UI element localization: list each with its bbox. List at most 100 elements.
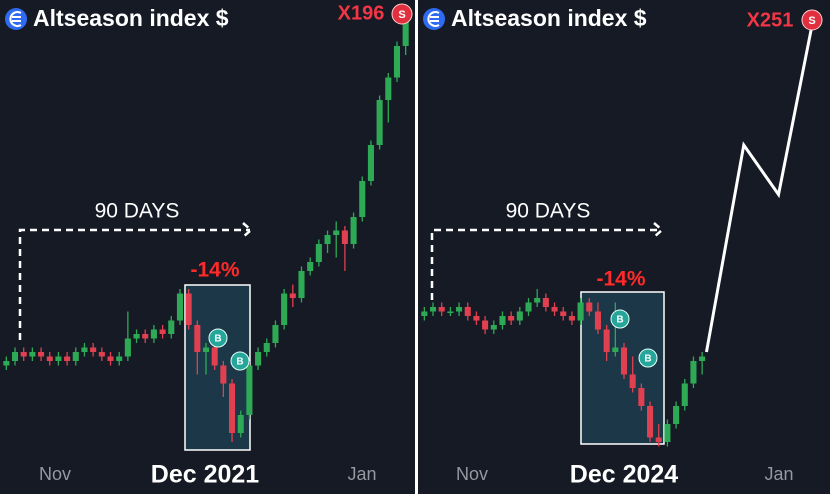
candle-body xyxy=(107,356,114,361)
candle-body xyxy=(508,316,515,321)
candle-body xyxy=(673,406,680,424)
candle-body xyxy=(629,374,636,388)
candle-body xyxy=(516,311,523,321)
candle-body xyxy=(341,230,348,244)
candle-body xyxy=(359,181,366,217)
candle-body xyxy=(577,302,584,321)
buy-label: B xyxy=(214,334,221,345)
candle-body xyxy=(438,307,445,312)
candle-body xyxy=(220,365,227,384)
candle-body xyxy=(72,352,79,361)
title-icon-glyph xyxy=(427,11,440,27)
candle-body xyxy=(98,352,105,357)
buy-label: B xyxy=(616,315,623,326)
x-tick-label: Jan xyxy=(347,464,376,484)
candle-body xyxy=(116,356,123,361)
x-tick-label: Nov xyxy=(39,464,71,484)
candle-body xyxy=(307,262,314,271)
candle-body xyxy=(255,352,262,366)
candle-body xyxy=(3,361,10,366)
candle-body xyxy=(385,77,392,100)
candle-body xyxy=(490,325,497,330)
candle-body xyxy=(350,217,357,244)
candle-body xyxy=(211,347,218,366)
candle-body xyxy=(185,293,192,325)
candle-body xyxy=(681,383,688,406)
title-icon-glyph xyxy=(9,11,22,27)
candle-body xyxy=(612,347,619,352)
candle-body xyxy=(690,361,697,384)
title-icon xyxy=(5,8,27,30)
candle-body xyxy=(482,320,489,330)
buy-marker xyxy=(610,309,630,329)
candle-body xyxy=(272,325,279,343)
candle-body xyxy=(525,302,532,312)
candle-body xyxy=(263,343,270,352)
candle-body xyxy=(473,316,480,321)
range-arrow xyxy=(18,222,253,340)
candle-body xyxy=(142,334,149,339)
x-tick-label: Dec 2024 xyxy=(570,461,679,489)
candle-body xyxy=(324,235,331,244)
buy-marker xyxy=(208,328,228,348)
sell-label: S xyxy=(808,15,815,27)
candle-body xyxy=(594,311,601,330)
candle-body xyxy=(603,329,610,352)
candle-body xyxy=(655,437,662,442)
x-tick-label: Dec 2021 xyxy=(151,461,260,489)
candle-body xyxy=(90,347,97,352)
candle-body xyxy=(81,347,88,352)
sell-label: S xyxy=(398,9,405,21)
candle-body xyxy=(393,46,401,78)
gain-label: X251 xyxy=(747,9,794,31)
candle-body xyxy=(246,365,253,415)
buy-label: B xyxy=(236,357,243,368)
chart-title: Altseason index $ xyxy=(451,5,647,31)
candle-body xyxy=(176,293,183,321)
sell-marker xyxy=(801,9,823,31)
candle-body xyxy=(124,338,131,357)
gain-label: X196 xyxy=(338,2,385,24)
candle-body xyxy=(464,307,471,316)
candle-body xyxy=(237,415,244,433)
candle-body xyxy=(133,334,140,339)
candle-body xyxy=(586,302,593,312)
candle-body xyxy=(699,356,706,361)
buy-label: B xyxy=(644,354,651,365)
candle-body xyxy=(298,271,305,298)
candle-body xyxy=(647,406,654,438)
candle-body xyxy=(64,356,71,361)
buy-marker xyxy=(638,348,658,368)
candle-body xyxy=(421,311,428,316)
candle-body xyxy=(38,352,45,357)
candle-body xyxy=(281,293,288,325)
candle-body xyxy=(333,230,340,235)
candle-body xyxy=(315,244,322,262)
candle-body xyxy=(620,347,628,375)
candle-body xyxy=(46,356,53,361)
candle-body xyxy=(376,100,383,145)
drop-label: -14% xyxy=(596,268,645,291)
candle-body xyxy=(534,298,541,303)
candle-body xyxy=(159,329,166,334)
candle-body xyxy=(447,311,454,313)
candle-body xyxy=(402,19,409,46)
candle-body xyxy=(542,298,549,307)
range-label: 90 DAYS xyxy=(506,200,591,223)
candle-body xyxy=(11,352,19,361)
candle-body xyxy=(229,383,236,433)
candle-body xyxy=(202,347,210,352)
candle-body xyxy=(551,307,558,312)
candle-body xyxy=(367,145,374,181)
candle-body xyxy=(289,293,296,298)
x-tick-label: Nov xyxy=(456,464,488,484)
candle-body xyxy=(150,329,157,339)
candle-body xyxy=(168,320,175,334)
candle-body xyxy=(568,316,575,321)
candle-body xyxy=(560,311,567,316)
range-arrow xyxy=(430,222,664,300)
sell-marker xyxy=(391,3,413,25)
range-label: 90 DAYS xyxy=(95,200,180,223)
